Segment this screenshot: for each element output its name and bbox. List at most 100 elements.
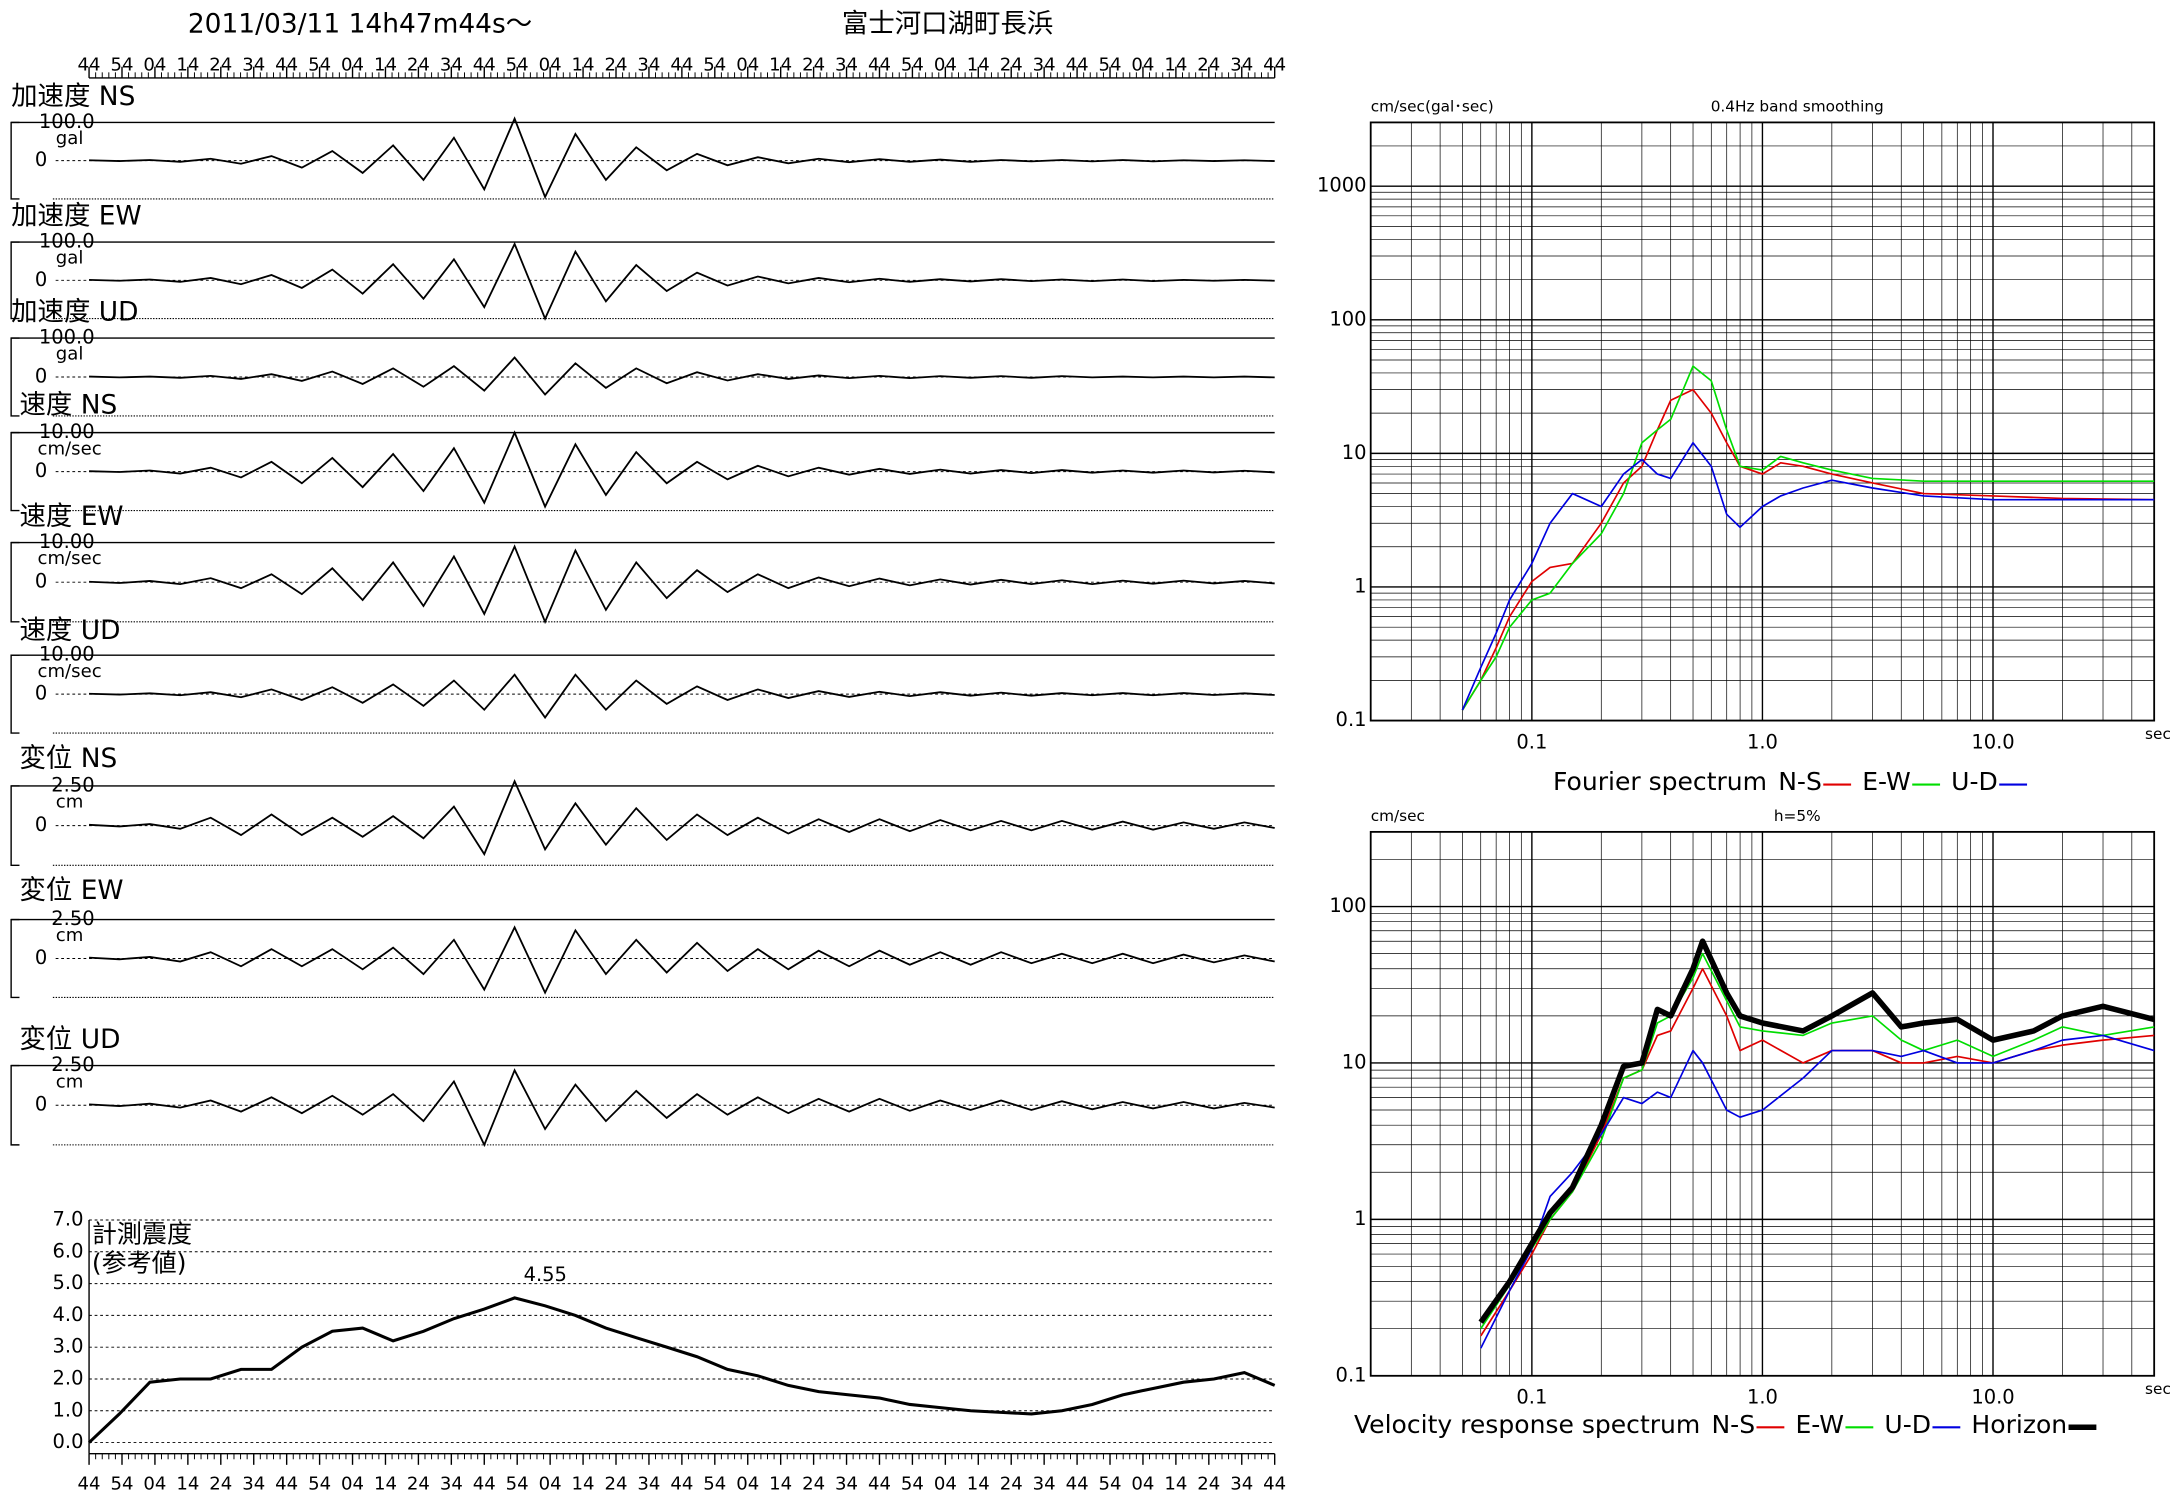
- time-tick-label: 14: [176, 54, 199, 75]
- trace-unit: cm/sec: [38, 548, 102, 569]
- spectrum-line: [1480, 1034, 2155, 1349]
- time-tick-label: 24: [209, 1473, 232, 1494]
- legend-label: Horizon: [1971, 1410, 2067, 1439]
- time-tick-label: 44: [1066, 54, 1089, 75]
- time-tick-label: 54: [1099, 1473, 1122, 1494]
- x-axis-label: sec: [2145, 725, 2171, 743]
- time-tick-label: 34: [1230, 1473, 1253, 1494]
- time-tick-label: 04: [736, 54, 759, 75]
- time-tick-label: 34: [242, 54, 265, 75]
- time-tick-label: 54: [901, 54, 924, 75]
- time-tick-label: 14: [374, 1473, 397, 1494]
- y-tick-label: 100: [1329, 894, 1366, 917]
- time-tick-label: 24: [209, 54, 232, 75]
- time-tick-label: 04: [143, 1473, 166, 1494]
- time-tick-label: 24: [802, 54, 825, 75]
- y-tick-label: 10: [1342, 1050, 1367, 1073]
- time-tick-label: 04: [736, 1473, 759, 1494]
- y-tick-label: 100.0: [39, 110, 95, 133]
- chart-subtitle: h=5%: [1774, 807, 1821, 825]
- time-tick-label: 34: [835, 54, 858, 75]
- trace-title: 変位 NS: [19, 743, 117, 774]
- legend-title: Velocity response spectrum: [1354, 1410, 1700, 1439]
- y-tick-label: 5.0: [53, 1271, 84, 1294]
- time-tick-label: 44: [868, 1473, 891, 1494]
- time-tick-label: 44: [78, 1473, 101, 1494]
- waveform: [89, 116, 1275, 200]
- waveform: [89, 673, 1275, 720]
- trace-title: 変位 UD: [19, 1024, 120, 1055]
- trace-title: 速度 UD: [19, 615, 120, 646]
- legend-title: Fourier spectrum: [1553, 767, 1767, 796]
- legend-label: N-S: [1778, 767, 1822, 796]
- y-tick-label: 0: [35, 570, 47, 593]
- y-tick-label: 2.0: [53, 1366, 84, 1389]
- chart-subtitle: (参考値): [92, 1249, 187, 1278]
- time-tick-label: 04: [341, 1473, 364, 1494]
- time-tick-label: 44: [473, 54, 496, 75]
- y-tick-label: 10.00: [39, 643, 95, 666]
- time-tick-label: 34: [1033, 54, 1056, 75]
- trace-title: 加速度 NS: [11, 81, 135, 112]
- trace-unit: cm: [56, 792, 84, 813]
- y-tick-label: 2.50: [51, 773, 94, 796]
- y-tick-label: 0: [35, 364, 47, 387]
- time-tick-label: 24: [1000, 1473, 1023, 1494]
- time-tick-label: 04: [539, 1473, 562, 1494]
- time-tick-label: 14: [1164, 1473, 1187, 1494]
- time-tick-label: 44: [1263, 54, 1286, 75]
- time-tick-label: 54: [506, 1473, 529, 1494]
- y-tick-label: 10.00: [39, 420, 95, 443]
- panel-bracket: [10, 785, 20, 866]
- spectrum-line: [1461, 441, 2155, 711]
- record-title: 2011/03/11 14h47m44s～: [188, 9, 532, 40]
- spectrum-line: [1461, 388, 2155, 711]
- plot-frame: [1369, 121, 2156, 722]
- time-tick-label: 04: [934, 1473, 957, 1494]
- time-tick-label: 24: [604, 1473, 627, 1494]
- time-tick-label: 04: [143, 54, 166, 75]
- y-axis-label: cm/sec: [1371, 807, 1425, 825]
- y-tick-label: 0: [35, 813, 47, 836]
- time-tick-label: 54: [703, 1473, 726, 1494]
- legend-label: E-W: [1862, 767, 1911, 796]
- legend-label: U-D: [1951, 767, 1998, 796]
- time-tick-label: 54: [110, 54, 133, 75]
- station-name: 富士河口湖町長浜: [842, 9, 1053, 40]
- panel-bracket: [10, 654, 20, 734]
- time-tick-label: 54: [901, 1473, 924, 1494]
- spectrum-line: [1478, 938, 2155, 1324]
- time-tick-label: 44: [78, 54, 101, 75]
- waveform: [89, 430, 1275, 509]
- trace-unit: gal: [56, 128, 84, 149]
- time-tick-label: 04: [341, 54, 364, 75]
- time-tick-label: 14: [1164, 54, 1187, 75]
- waveform: [89, 1068, 1275, 1148]
- y-axis-label: cm/sec(gal･sec): [1371, 98, 1494, 116]
- x-tick-label: 1.0: [1747, 1386, 1778, 1409]
- panel-bracket: [10, 431, 20, 512]
- time-tick-label: 34: [440, 1473, 463, 1494]
- trace-unit: cm/sec: [38, 438, 102, 459]
- time-tick-label: 04: [539, 54, 562, 75]
- y-tick-label: 10: [1342, 441, 1367, 464]
- time-tick-label: 04: [934, 54, 957, 75]
- panel-bracket: [10, 337, 20, 417]
- waveform: [89, 778, 1275, 857]
- time-tick-label: 34: [440, 54, 463, 75]
- y-tick-label: 6.0: [53, 1239, 84, 1262]
- x-axis-label: sec: [2145, 1380, 2171, 1398]
- time-tick-label: 44: [1263, 1473, 1286, 1494]
- time-tick-label: 44: [1066, 1473, 1089, 1494]
- time-tick-label: 34: [242, 1473, 265, 1494]
- waveform: [89, 544, 1275, 625]
- spectrum-line: [1461, 365, 2155, 711]
- trace-unit: gal: [56, 248, 84, 269]
- time-tick-label: 24: [407, 54, 430, 75]
- time-tick-label: 54: [703, 54, 726, 75]
- time-tick-label: 14: [374, 54, 397, 75]
- trace-title: 加速度 EW: [11, 201, 142, 232]
- time-tick-label: 14: [967, 1473, 990, 1494]
- time-tick-label: 14: [769, 1473, 792, 1494]
